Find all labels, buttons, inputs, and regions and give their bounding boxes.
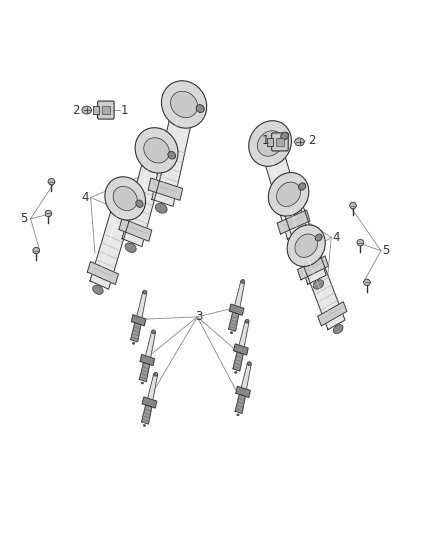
Polygon shape bbox=[239, 321, 249, 349]
Polygon shape bbox=[90, 196, 134, 289]
Polygon shape bbox=[261, 141, 307, 239]
Polygon shape bbox=[234, 281, 245, 309]
Ellipse shape bbox=[298, 183, 306, 190]
Text: 1: 1 bbox=[261, 134, 269, 147]
Ellipse shape bbox=[241, 280, 245, 284]
Ellipse shape bbox=[230, 332, 233, 334]
Polygon shape bbox=[277, 210, 310, 234]
Polygon shape bbox=[280, 191, 326, 284]
Polygon shape bbox=[131, 315, 146, 326]
Polygon shape bbox=[234, 344, 248, 355]
Ellipse shape bbox=[357, 239, 364, 246]
Ellipse shape bbox=[315, 234, 322, 241]
Ellipse shape bbox=[237, 414, 239, 416]
Polygon shape bbox=[297, 256, 328, 280]
Text: 1: 1 bbox=[121, 103, 129, 117]
Ellipse shape bbox=[136, 200, 143, 207]
Polygon shape bbox=[233, 352, 243, 371]
FancyBboxPatch shape bbox=[98, 101, 114, 119]
Ellipse shape bbox=[45, 211, 52, 217]
Polygon shape bbox=[139, 362, 150, 382]
Polygon shape bbox=[147, 374, 158, 402]
Ellipse shape bbox=[143, 424, 145, 426]
Ellipse shape bbox=[258, 131, 283, 156]
Ellipse shape bbox=[125, 243, 136, 253]
Polygon shape bbox=[318, 302, 347, 326]
Ellipse shape bbox=[333, 325, 343, 334]
Ellipse shape bbox=[33, 247, 39, 254]
Ellipse shape bbox=[113, 187, 137, 211]
Ellipse shape bbox=[132, 342, 135, 344]
Ellipse shape bbox=[170, 91, 198, 118]
Polygon shape bbox=[141, 405, 152, 424]
Polygon shape bbox=[152, 103, 194, 206]
Text: 4: 4 bbox=[81, 191, 88, 204]
Ellipse shape bbox=[235, 372, 237, 374]
Ellipse shape bbox=[152, 330, 155, 334]
Polygon shape bbox=[140, 354, 155, 366]
Ellipse shape bbox=[141, 382, 144, 384]
Ellipse shape bbox=[249, 120, 291, 166]
Ellipse shape bbox=[287, 225, 325, 266]
Polygon shape bbox=[145, 331, 155, 359]
Ellipse shape bbox=[143, 290, 147, 294]
Ellipse shape bbox=[105, 177, 145, 220]
Ellipse shape bbox=[313, 280, 324, 289]
Ellipse shape bbox=[154, 373, 158, 376]
Polygon shape bbox=[229, 312, 239, 331]
Ellipse shape bbox=[293, 235, 304, 245]
Ellipse shape bbox=[295, 234, 318, 257]
Text: 3: 3 bbox=[195, 310, 202, 324]
Ellipse shape bbox=[276, 182, 300, 206]
Polygon shape bbox=[236, 386, 250, 398]
Ellipse shape bbox=[268, 173, 309, 216]
Ellipse shape bbox=[144, 138, 170, 163]
Bar bbox=[102, 107, 110, 114]
Ellipse shape bbox=[155, 204, 167, 213]
Polygon shape bbox=[230, 304, 244, 315]
Ellipse shape bbox=[92, 285, 103, 294]
Polygon shape bbox=[298, 242, 345, 330]
Ellipse shape bbox=[364, 279, 370, 286]
Polygon shape bbox=[122, 148, 166, 247]
Ellipse shape bbox=[48, 179, 55, 185]
Bar bbox=[276, 138, 284, 146]
Polygon shape bbox=[148, 178, 183, 200]
FancyBboxPatch shape bbox=[272, 133, 288, 151]
Ellipse shape bbox=[82, 106, 92, 114]
Text: 5: 5 bbox=[20, 212, 28, 225]
Ellipse shape bbox=[196, 104, 204, 112]
Bar bbox=[93, 107, 99, 114]
Ellipse shape bbox=[350, 203, 357, 209]
Text: 2: 2 bbox=[72, 103, 80, 117]
Text: 5: 5 bbox=[382, 244, 389, 257]
Polygon shape bbox=[142, 397, 157, 408]
Ellipse shape bbox=[168, 151, 176, 159]
Bar bbox=[267, 138, 273, 146]
Polygon shape bbox=[136, 292, 147, 320]
Text: 2: 2 bbox=[308, 134, 316, 147]
Polygon shape bbox=[131, 322, 141, 342]
Polygon shape bbox=[119, 219, 152, 241]
Polygon shape bbox=[235, 394, 245, 414]
Ellipse shape bbox=[162, 81, 207, 128]
Ellipse shape bbox=[135, 127, 178, 173]
Ellipse shape bbox=[247, 362, 251, 366]
Polygon shape bbox=[241, 363, 251, 391]
Polygon shape bbox=[87, 262, 118, 285]
Ellipse shape bbox=[281, 132, 288, 140]
Ellipse shape bbox=[245, 319, 249, 323]
Text: 4: 4 bbox=[332, 231, 339, 244]
Ellipse shape bbox=[295, 138, 304, 146]
